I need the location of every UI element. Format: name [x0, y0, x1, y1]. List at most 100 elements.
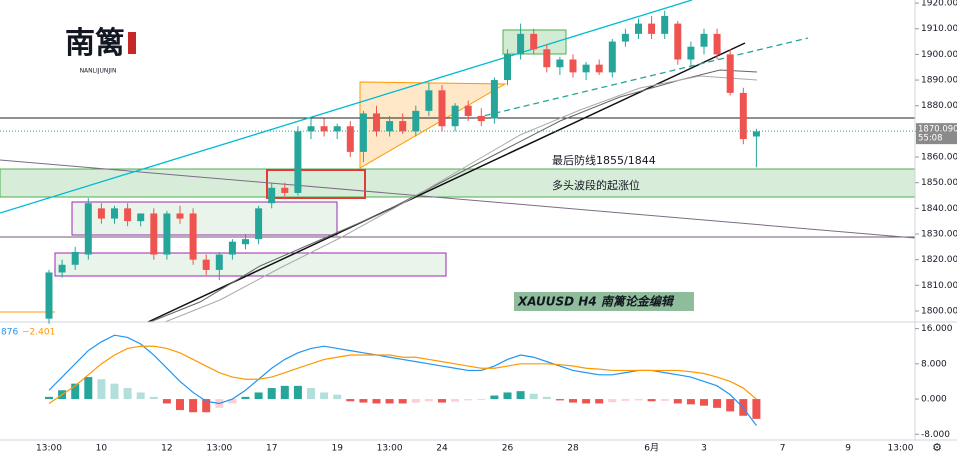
histogram-bar — [359, 399, 368, 403]
candle-body — [517, 33, 525, 55]
macd-line — [48, 345, 757, 404]
price-tag-label: 1870.090 — [918, 125, 957, 135]
x-tick-label: 28 — [567, 444, 579, 454]
candle-body — [412, 110, 420, 132]
histogram-bar — [542, 396, 551, 400]
y-tick-label: 8.000 — [921, 359, 947, 369]
candle-body — [176, 213, 184, 219]
histogram-bar — [123, 388, 132, 400]
candle-body — [150, 213, 158, 255]
histogram-bar — [110, 383, 119, 400]
candle-body — [464, 105, 472, 116]
histogram-bar — [411, 399, 420, 403]
histogram-bar — [320, 392, 329, 400]
x-tick-label: 24 — [436, 444, 448, 454]
histogram-bar — [673, 399, 682, 404]
legend-value: −2.401 — [22, 328, 55, 338]
histogram-bar — [464, 399, 473, 401]
histogram-bar — [595, 399, 604, 404]
trend-line — [0, 159, 916, 239]
y-tick-label: 0.000 — [921, 395, 947, 405]
histogram-bar — [307, 388, 315, 400]
y-tick-label: 1890.000 — [921, 76, 957, 86]
candle-body — [163, 213, 171, 255]
candle-body — [111, 208, 118, 219]
histogram-bar — [136, 392, 145, 400]
candle-body — [359, 113, 367, 152]
range-box — [54, 252, 447, 277]
candle-body — [621, 33, 629, 42]
histogram-bar — [267, 388, 276, 400]
x-tick-label: 13:00 — [36, 444, 62, 454]
candle-body — [268, 187, 276, 204]
histogram-bar — [621, 399, 630, 401]
candle-body — [726, 54, 734, 93]
x-tick-label: 13:00 — [377, 444, 403, 454]
x-tick-label: 17 — [266, 444, 277, 454]
logo-seal — [128, 32, 136, 54]
y-tick-label: 1820.000 — [921, 255, 957, 265]
candle-body — [84, 203, 92, 255]
histogram-bar — [713, 399, 722, 408]
candle-body — [228, 241, 236, 255]
candle-body — [530, 33, 538, 50]
histogram-bar — [451, 399, 460, 402]
legend-value: 876 — [1, 328, 18, 338]
x-tick-label: 6月 — [644, 443, 659, 454]
histogram-bar — [634, 399, 643, 401]
candle-body — [648, 23, 656, 34]
x-tick-label: 13:00 — [206, 444, 232, 454]
candle-body — [451, 105, 459, 127]
settings-icon[interactable]: ⚙ — [932, 441, 942, 454]
candle-body — [294, 131, 302, 193]
candle-body — [608, 41, 616, 73]
histogram-bar — [45, 396, 53, 400]
candle-body — [124, 208, 132, 222]
histogram-bar — [529, 393, 538, 400]
candle-body — [399, 121, 407, 132]
y-tick-label: 1900.000 — [921, 50, 957, 60]
candle-body — [281, 187, 289, 193]
x-tick-label: 9 — [845, 444, 851, 454]
candle-body — [333, 126, 341, 132]
y-tick-label: 1810.000 — [921, 281, 957, 291]
range-box — [71, 201, 338, 236]
y-tick-label: 1880.000 — [921, 101, 957, 111]
histogram-bar — [71, 383, 80, 400]
x-tick-label: 12 — [161, 444, 172, 454]
candle-body — [582, 64, 590, 73]
candle-body — [477, 115, 485, 122]
histogram-bar — [438, 399, 446, 403]
candle-body — [569, 59, 577, 73]
histogram-bar — [516, 391, 525, 400]
histogram-bar — [254, 392, 263, 400]
candle-body — [490, 80, 498, 119]
candle-body — [504, 54, 511, 81]
candle-body — [71, 251, 79, 265]
x-tick-label: 13:00 — [888, 444, 914, 454]
histogram-bar — [490, 395, 499, 400]
histogram-bar — [293, 385, 302, 400]
logo-subtitle: NANLIJUNJIN — [80, 68, 117, 75]
candle-body — [202, 259, 210, 270]
histogram-bar — [700, 399, 708, 406]
highlight-box — [266, 169, 366, 199]
trend-line — [474, 37, 809, 119]
histogram-bar — [280, 385, 289, 400]
histogram-bar — [202, 399, 211, 413]
logo-title: 南篱 — [65, 26, 125, 61]
candle-body — [700, 33, 708, 47]
histogram-bar — [176, 399, 184, 411]
candle-body — [438, 90, 446, 127]
logo: 南篱 NANLIJUNJIN — [65, 26, 136, 75]
x-tick-label: 19 — [331, 444, 343, 454]
candle-body — [739, 92, 747, 140]
candle-body — [58, 264, 66, 273]
candle-body — [346, 126, 354, 152]
histogram-bar — [569, 399, 577, 403]
histogram-bar — [162, 399, 171, 404]
candle-body — [255, 208, 263, 240]
x-tick-label: 7 — [780, 444, 786, 454]
trend-line — [0, 0, 693, 214]
